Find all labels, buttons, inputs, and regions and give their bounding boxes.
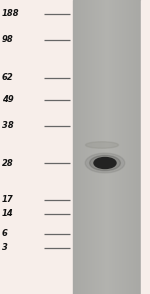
Bar [122, 0, 123, 294]
Bar [130, 0, 131, 294]
Ellipse shape [85, 142, 118, 148]
Bar [119, 0, 120, 294]
Bar [128, 0, 129, 294]
Bar [141, 0, 150, 294]
Text: 17: 17 [2, 196, 14, 205]
Bar [133, 0, 134, 294]
Bar [81, 0, 82, 294]
Bar [85, 0, 86, 294]
Text: 6: 6 [2, 230, 8, 238]
Bar [134, 0, 135, 294]
Bar [79, 0, 80, 294]
Bar [129, 0, 130, 294]
Bar [106, 0, 107, 294]
Ellipse shape [85, 153, 125, 173]
Bar [94, 0, 95, 294]
Bar [88, 0, 89, 294]
Text: 49: 49 [2, 96, 14, 104]
Bar [107, 0, 108, 294]
Bar [91, 0, 92, 294]
Bar [132, 0, 133, 294]
Bar [75, 0, 76, 294]
Bar [95, 0, 96, 294]
Bar [89, 0, 90, 294]
Bar [84, 0, 85, 294]
Bar [112, 0, 113, 294]
Bar [100, 0, 101, 294]
Bar [131, 0, 132, 294]
Text: 62: 62 [2, 74, 14, 83]
Bar [114, 0, 115, 294]
Bar [135, 0, 136, 294]
Bar [74, 0, 75, 294]
Bar [118, 0, 119, 294]
Bar [103, 0, 104, 294]
Ellipse shape [90, 155, 120, 171]
Bar [96, 0, 97, 294]
Bar [86, 0, 87, 294]
Bar [101, 0, 102, 294]
Bar [113, 0, 114, 294]
Bar [99, 0, 100, 294]
Bar [82, 0, 83, 294]
Bar [110, 0, 111, 294]
Bar [102, 0, 103, 294]
Bar [124, 0, 125, 294]
Text: 98: 98 [2, 36, 14, 44]
Bar [138, 0, 139, 294]
Bar [76, 0, 77, 294]
Bar [98, 0, 99, 294]
Bar [111, 0, 112, 294]
Bar [140, 0, 141, 294]
Bar [105, 0, 106, 294]
Bar [87, 0, 88, 294]
Bar [80, 0, 81, 294]
Text: 188: 188 [2, 9, 20, 19]
Bar [117, 0, 118, 294]
Bar [83, 0, 84, 294]
Bar [97, 0, 98, 294]
Text: 38: 38 [2, 121, 14, 131]
Bar [78, 0, 79, 294]
Bar [127, 0, 128, 294]
Bar [125, 0, 126, 294]
Bar [137, 0, 138, 294]
Bar [120, 0, 121, 294]
Bar [90, 0, 91, 294]
Bar [104, 0, 105, 294]
Bar [77, 0, 78, 294]
Bar [126, 0, 127, 294]
Bar [116, 0, 117, 294]
Bar [115, 0, 116, 294]
Bar [136, 0, 137, 294]
Text: 3: 3 [2, 243, 8, 253]
Bar [0, 0, 73, 294]
Bar [139, 0, 140, 294]
Bar [93, 0, 94, 294]
Bar [73, 0, 74, 294]
Bar [92, 0, 93, 294]
Text: 14: 14 [2, 210, 14, 218]
Ellipse shape [94, 158, 116, 168]
Bar [109, 0, 110, 294]
Bar [108, 0, 109, 294]
Bar [123, 0, 124, 294]
Text: 28: 28 [2, 158, 14, 168]
Bar [121, 0, 122, 294]
